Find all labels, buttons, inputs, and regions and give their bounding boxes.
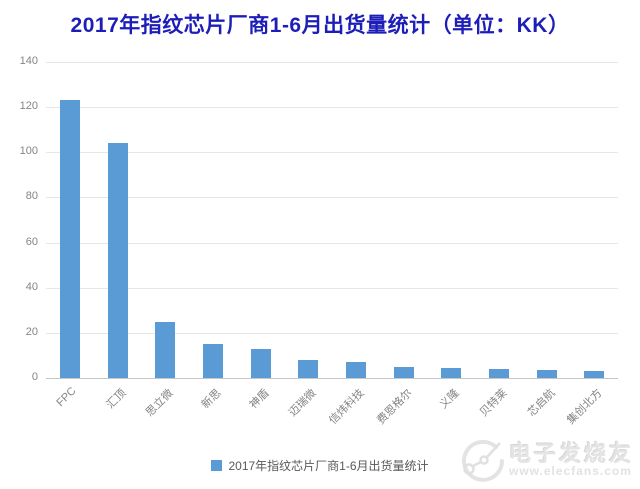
legend: 2017年指纹芯片厂商1-6月出货量统计 <box>0 457 640 473</box>
gridline-y140 <box>46 62 618 63</box>
bar-FPC <box>59 100 80 378</box>
bar-思立微 <box>155 321 176 378</box>
gridline-y60 <box>46 242 618 244</box>
gridline-y20 <box>46 332 618 334</box>
gridline-y100 <box>46 152 618 154</box>
gridline-y80 <box>46 197 618 199</box>
bar-汇顶 <box>107 143 128 378</box>
bar-集创北方 <box>584 371 605 378</box>
gridline-y40 <box>46 287 618 289</box>
bar-芯启航 <box>536 370 557 378</box>
bar-贝特莱 <box>488 368 509 378</box>
y-tick-label-60: 60 <box>25 235 38 248</box>
bar-信炜科技 <box>345 362 366 378</box>
y-tick-label-0: 0 <box>31 371 38 383</box>
bar-迈瑞微 <box>298 359 319 378</box>
y-tick-label-100: 100 <box>19 145 38 158</box>
bar-新思 <box>202 344 223 378</box>
y-tick-label-80: 80 <box>25 190 38 203</box>
bar-义隆 <box>441 367 462 378</box>
bar-费恩格尔 <box>393 366 414 378</box>
y-tick-label-20: 20 <box>25 325 38 338</box>
gridline-y120 <box>46 107 618 109</box>
legend-label: 2017年指纹芯片厂商1-6月出货量统计 <box>228 458 429 473</box>
y-tick-label-140: 140 <box>19 55 38 67</box>
gridline-y0 <box>46 378 618 379</box>
y-tick-label-120: 120 <box>19 100 38 113</box>
chart-title: 2017年指纹芯片厂商1-6月出货量统计（单位：KK） <box>70 14 570 37</box>
bar-神盾 <box>250 348 271 378</box>
legend-swatch <box>211 459 223 471</box>
y-tick-label-40: 40 <box>25 280 38 293</box>
